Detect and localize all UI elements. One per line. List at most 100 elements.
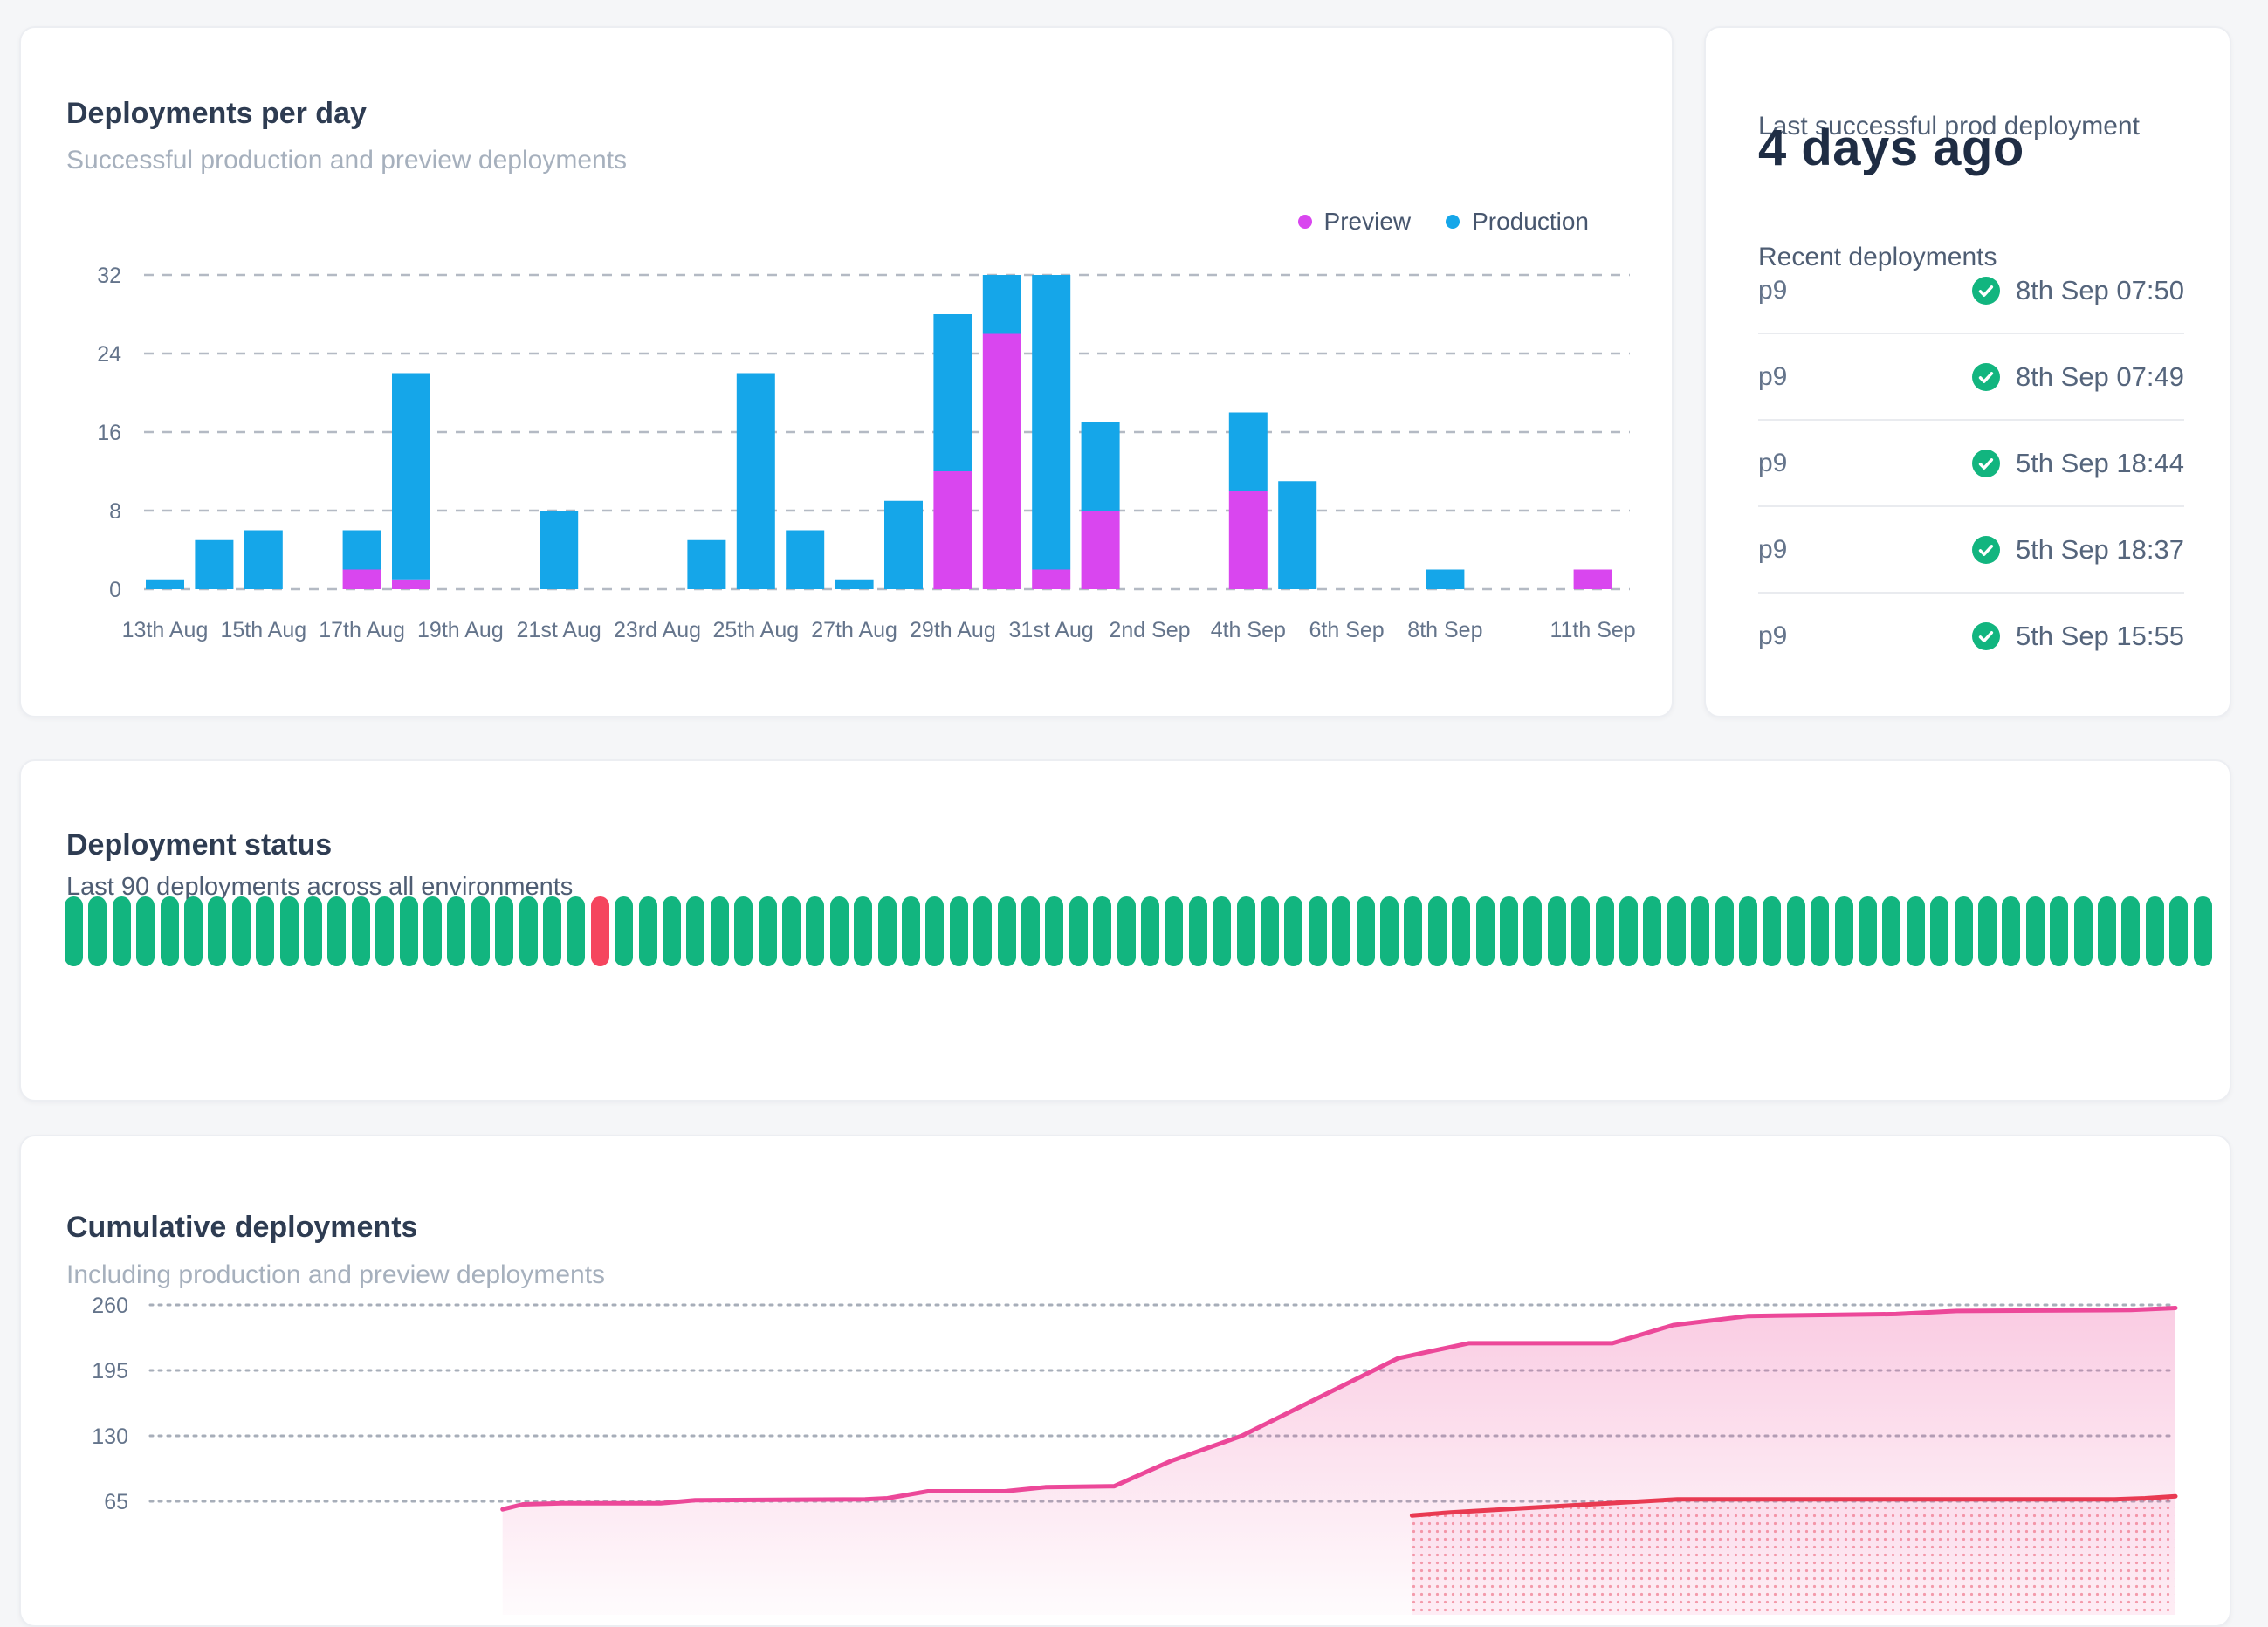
status-pill-success[interactable]: [1811, 896, 1830, 966]
status-pill-success[interactable]: [1691, 896, 1710, 966]
status-pill-success[interactable]: [997, 896, 1016, 966]
status-pill-success[interactable]: [1500, 896, 1518, 966]
status-pill-success[interactable]: [734, 896, 753, 966]
status-pill-success[interactable]: [1452, 896, 1471, 966]
bar-production-24-Aug[interactable]: [687, 539, 726, 589]
status-pill-success[interactable]: [1739, 896, 1757, 966]
bar-production-18-Aug[interactable]: [392, 373, 430, 580]
status-pill-success[interactable]: [184, 896, 203, 966]
legend-item-preview[interactable]: Preview: [1297, 208, 1411, 236]
status-pill-success[interactable]: [495, 896, 514, 966]
status-pill-success[interactable]: [2025, 896, 2045, 966]
status-pill-success[interactable]: [2050, 896, 2069, 966]
status-pill-success[interactable]: [208, 896, 227, 966]
status-pill-success[interactable]: [304, 896, 322, 966]
legend-item-production[interactable]: Production: [1446, 208, 1589, 236]
status-pill-success[interactable]: [1380, 896, 1399, 966]
line-pink_line_total[interactable]: [500, 1306, 2178, 1512]
bar-preview-30-Aug[interactable]: [982, 333, 1021, 590]
status-pill-success[interactable]: [399, 896, 418, 966]
status-pill-success[interactable]: [2098, 896, 2116, 966]
status-pill-success[interactable]: [279, 896, 299, 966]
status-pill-success[interactable]: [949, 896, 968, 966]
status-pill-success[interactable]: [1667, 896, 1686, 966]
status-pill-success[interactable]: [1547, 896, 1566, 966]
deployment-row[interactable]: p9 5th Sep 18:37: [1758, 505, 2184, 592]
status-pill-success[interactable]: [256, 896, 275, 966]
status-pill-success[interactable]: [136, 896, 155, 966]
status-pill-success[interactable]: [1404, 896, 1423, 966]
status-pill-success[interactable]: [638, 896, 657, 966]
bar-production-5-Sep[interactable]: [1278, 481, 1317, 589]
status-pill-success[interactable]: [663, 896, 681, 966]
deployment-row[interactable]: p9 8th Sep 07:49: [1758, 333, 2184, 419]
status-pill-success[interactable]: [1619, 896, 1638, 966]
bar-preview-17-Aug[interactable]: [342, 569, 381, 590]
status-pill-success[interactable]: [2073, 896, 2093, 966]
bar-production-21-Aug[interactable]: [540, 511, 579, 589]
status-pill-success[interactable]: [1236, 896, 1255, 966]
status-pill-success[interactable]: [1834, 896, 1853, 966]
status-pill-success[interactable]: [1284, 896, 1303, 966]
status-pill-success[interactable]: [519, 896, 538, 966]
bar-production-14-Aug[interactable]: [195, 539, 234, 589]
status-pill-success[interactable]: [1930, 896, 1949, 966]
status-pill-success[interactable]: [1045, 896, 1064, 966]
bar-production-28-Aug[interactable]: [884, 500, 923, 589]
status-pill-success[interactable]: [231, 896, 251, 966]
bar-production-4-Sep[interactable]: [1228, 412, 1268, 491]
status-pill-success[interactable]: [1595, 896, 1614, 966]
bar-production-26-Aug[interactable]: [786, 530, 825, 590]
status-pill-success[interactable]: [686, 896, 705, 966]
bar-preview-11-Sep[interactable]: [1573, 569, 1612, 590]
status-pill-success[interactable]: [1141, 896, 1159, 966]
status-pill-success[interactable]: [1069, 896, 1088, 966]
bar-production-31-Aug[interactable]: [1032, 275, 1071, 570]
bar-preview-1-Sep[interactable]: [1081, 511, 1120, 589]
bar-preview-4-Sep[interactable]: [1228, 491, 1268, 590]
status-pill-success[interactable]: [1261, 896, 1279, 966]
status-pill-success[interactable]: [1643, 896, 1662, 966]
status-pill-success[interactable]: [710, 896, 729, 966]
status-pill-success[interactable]: [2002, 896, 2021, 966]
bar-production-15-Aug[interactable]: [244, 530, 283, 590]
status-pill-success[interactable]: [806, 896, 825, 966]
deployment-row[interactable]: p9 5th Sep 18:44: [1758, 419, 2184, 505]
status-pill-success[interactable]: [327, 896, 347, 966]
status-pill-success[interactable]: [65, 896, 83, 966]
bar-production-17-Aug[interactable]: [342, 530, 381, 570]
status-pill-success[interactable]: [1906, 896, 1925, 966]
status-pill-success[interactable]: [447, 896, 466, 966]
status-pill-success[interactable]: [854, 896, 873, 966]
status-pill-success[interactable]: [1117, 896, 1136, 966]
status-pill-success[interactable]: [2169, 896, 2189, 966]
status-pill-success[interactable]: [1571, 896, 1591, 966]
status-pill-success[interactable]: [877, 896, 897, 966]
bar-production-1-Sep[interactable]: [1081, 422, 1120, 511]
status-pill-success[interactable]: [375, 896, 395, 966]
status-pill-success[interactable]: [1523, 896, 1543, 966]
bar-preview-31-Aug[interactable]: [1032, 569, 1071, 590]
bar-production-30-Aug[interactable]: [982, 275, 1021, 334]
status-pill-success[interactable]: [351, 896, 370, 966]
status-pill-success[interactable]: [902, 896, 920, 966]
status-pill-success[interactable]: [471, 896, 490, 966]
status-pill-success[interactable]: [1213, 896, 1232, 966]
status-pill-success[interactable]: [1475, 896, 1495, 966]
status-pill-success[interactable]: [1882, 896, 1901, 966]
status-pill-success[interactable]: [1332, 896, 1351, 966]
status-pill-success[interactable]: [567, 896, 586, 966]
bar-production-13-Aug[interactable]: [146, 579, 184, 589]
deployment-row[interactable]: p9 5th Sep 15:55: [1758, 592, 2184, 678]
bar-production-25-Aug[interactable]: [736, 373, 775, 590]
status-pill-success[interactable]: [88, 896, 107, 966]
status-pill-success[interactable]: [1763, 896, 1782, 966]
deployment-row[interactable]: p9 8th Sep 07:50: [1758, 248, 2184, 333]
status-pill-success[interactable]: [1308, 896, 1327, 966]
status-pill-success[interactable]: [543, 896, 561, 966]
status-pill-success[interactable]: [1093, 896, 1112, 966]
status-pill-success[interactable]: [615, 896, 634, 966]
status-pill-success[interactable]: [1859, 896, 1877, 966]
status-pill-success[interactable]: [829, 896, 849, 966]
bar-production-8-Sep[interactable]: [1426, 569, 1465, 590]
